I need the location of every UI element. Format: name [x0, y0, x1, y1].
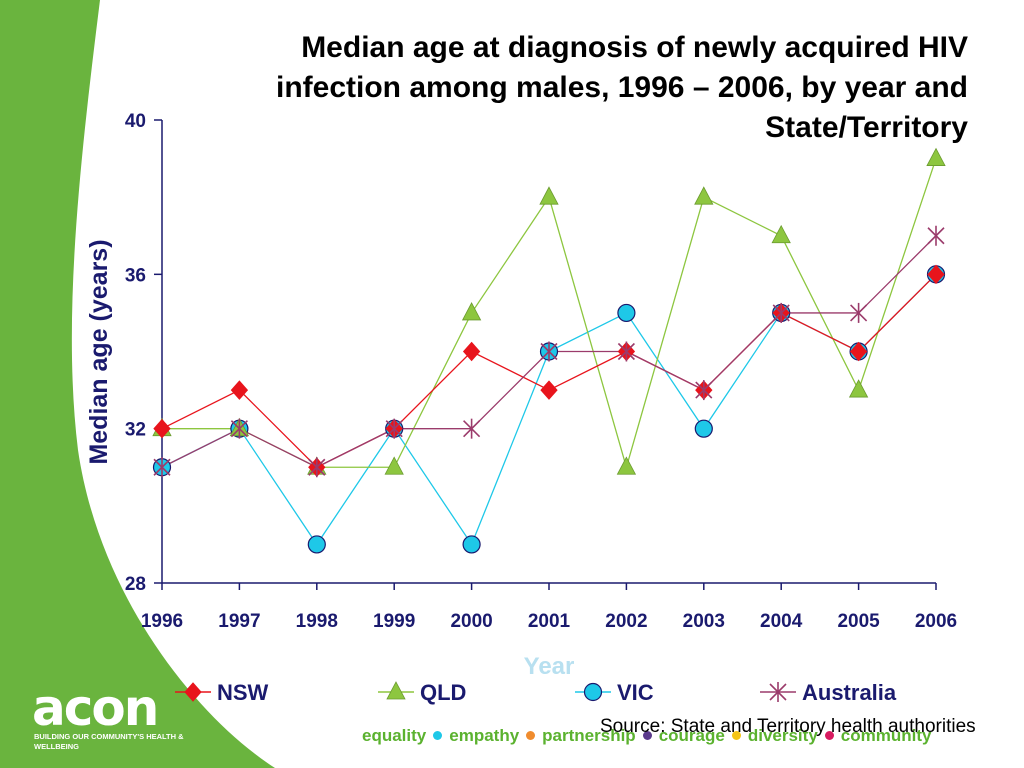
data-point-qld: [616, 456, 637, 475]
data-point-nsw: [153, 418, 171, 439]
data-point-nsw: [927, 264, 945, 285]
source-note: Source: State and Territory health autho…: [600, 716, 976, 737]
data-point-australia: [850, 302, 868, 323]
value-word: empathy: [449, 726, 520, 745]
y-tick-label: 40: [125, 111, 146, 132]
green-side-panel: [0, 0, 275, 768]
x-tick-label: 2004: [760, 611, 803, 632]
data-point-vic: [307, 535, 326, 554]
x-tick-label: 2005: [837, 611, 880, 632]
value-dot: [526, 731, 536, 741]
value-word: equality: [362, 726, 427, 745]
data-point-australia: [230, 418, 248, 439]
value-word: diversity: [747, 726, 818, 745]
data-point-vic: [617, 303, 636, 323]
x-axis-title: Year: [524, 653, 575, 680]
x-tick-label: 1997: [218, 611, 260, 632]
data-point-australia: [617, 341, 635, 362]
acon-logo: acon: [32, 679, 159, 737]
data-point-qld: [771, 224, 791, 244]
data-point-qld: [539, 186, 559, 205]
legend-marker-australia: [769, 682, 787, 702]
data-point-qld: [461, 302, 482, 321]
x-tick-label: 1998: [296, 611, 338, 632]
data-point-australia: [695, 380, 713, 401]
legend-marker-qld: [386, 681, 406, 700]
x-tick-label: 1999: [373, 611, 415, 632]
values-strip: equality empathy partnership courage diversi…: [362, 726, 931, 746]
y-tick-label: 32: [125, 420, 146, 441]
x-tick-label: 2001: [528, 611, 571, 632]
data-point-australia: [308, 457, 326, 478]
data-point-qld: [926, 147, 946, 166]
data-point-australia: [385, 418, 403, 439]
legend-label-nsw: NSW: [217, 680, 269, 705]
data-point-nsw: [462, 341, 481, 362]
data-point-vic: [694, 419, 713, 438]
y-tick-label: 28: [125, 574, 146, 595]
x-tick-label: 1996: [141, 611, 183, 632]
y-tick-label: 36: [125, 265, 146, 286]
chart-title: Median age at diagnosis of newly acquire…: [276, 31, 968, 144]
y-axis-title: Median age (years): [85, 239, 113, 464]
data-point-australia: [927, 225, 945, 246]
data-point-australia: [540, 341, 558, 362]
series-line-nsw: [161, 273, 937, 469]
logo-tagline: BUILDING OUR COMMUNITY'S HEALTH & WELLBE…: [34, 732, 184, 751]
data-point-qld: [384, 456, 404, 475]
value-word: partnership: [542, 726, 636, 745]
data-point-qld: [694, 186, 714, 205]
legend-label-qld: QLD: [420, 680, 466, 705]
x-tick-label: 2003: [683, 611, 725, 632]
data-point-australia: [463, 418, 481, 439]
data-point-nsw: [849, 341, 868, 362]
value-dot: [731, 731, 741, 741]
legend-label-australia: Australia: [802, 680, 897, 705]
value-word: courage: [658, 726, 725, 745]
series-line-vic: [161, 273, 937, 546]
data-point-nsw: [540, 380, 558, 400]
value-word: community: [840, 726, 932, 745]
value-dot: [642, 731, 652, 741]
data-point-vic: [462, 535, 481, 554]
data-point-australia: [153, 457, 171, 478]
value-dot: [433, 731, 443, 741]
data-point-nsw: [230, 380, 249, 400]
x-tick-label: 2002: [605, 611, 647, 632]
value-dot: [824, 731, 834, 741]
legend-marker-vic: [583, 682, 603, 702]
data-point-australia: [772, 302, 790, 323]
legend-marker-nsw: [184, 682, 202, 702]
x-tick-label: 2006: [915, 611, 957, 632]
legend-label-vic: VIC: [617, 680, 654, 705]
x-tick-label: 2000: [450, 611, 492, 632]
data-point-qld: [848, 379, 869, 398]
